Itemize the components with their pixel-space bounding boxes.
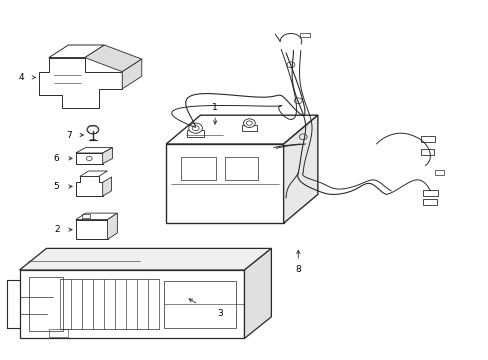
Bar (49, 329, 68, 337)
Polygon shape (166, 115, 317, 144)
Polygon shape (85, 45, 142, 72)
Polygon shape (49, 45, 104, 58)
Polygon shape (80, 171, 107, 176)
Bar (434, 170, 443, 175)
Bar (420, 149, 433, 155)
Text: 6: 6 (53, 154, 59, 163)
Bar (420, 136, 434, 142)
Polygon shape (283, 115, 317, 223)
Bar (29, 277, 63, 331)
Bar (422, 199, 436, 205)
Bar (76, 220, 107, 239)
Polygon shape (76, 213, 117, 220)
Polygon shape (20, 248, 271, 270)
Bar (163, 281, 235, 328)
Bar (224, 157, 257, 180)
Text: 7: 7 (66, 131, 72, 140)
Text: 1: 1 (212, 103, 218, 112)
Text: 4: 4 (19, 73, 24, 82)
Bar (242, 125, 256, 131)
Bar (186, 130, 204, 137)
Bar (299, 33, 310, 37)
Text: 8: 8 (295, 265, 301, 274)
Circle shape (87, 125, 99, 134)
Bar (181, 157, 216, 180)
Circle shape (243, 119, 255, 127)
Polygon shape (20, 270, 244, 338)
Circle shape (188, 123, 202, 133)
Polygon shape (39, 58, 122, 108)
Polygon shape (102, 148, 112, 164)
Polygon shape (76, 176, 102, 196)
Polygon shape (244, 248, 271, 338)
Text: 2: 2 (54, 225, 60, 234)
Text: 5: 5 (53, 182, 59, 191)
Bar (76, 153, 102, 164)
Polygon shape (107, 213, 117, 239)
Polygon shape (166, 144, 283, 223)
Bar (422, 190, 437, 196)
Polygon shape (102, 177, 111, 196)
Polygon shape (122, 59, 142, 89)
Polygon shape (76, 148, 112, 153)
Text: 3: 3 (217, 309, 223, 318)
Bar (82, 214, 90, 218)
